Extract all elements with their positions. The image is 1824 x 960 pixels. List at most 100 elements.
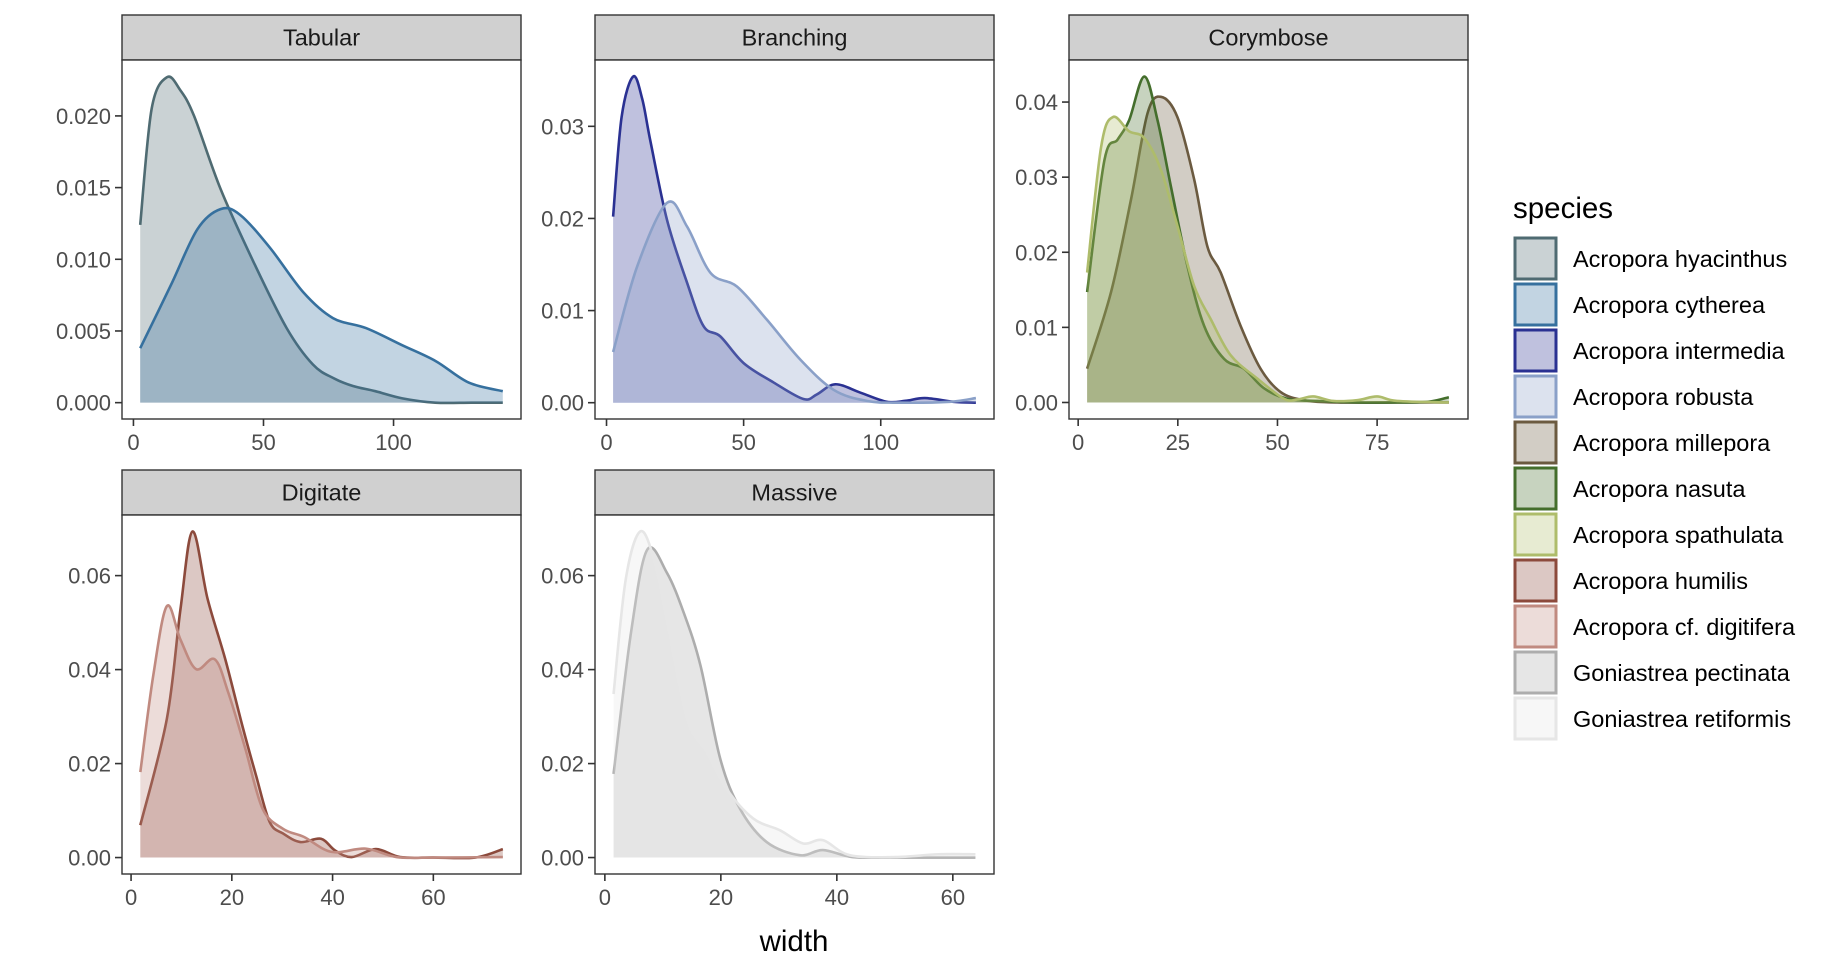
- legend: species Acropora hyacinthus Acropora cyth…: [1513, 192, 1796, 741]
- legend-key-swatch: [1513, 236, 1558, 281]
- density-line-acropora-hyacinthus: [138, 75, 503, 405]
- density-area-goniastrea-retiformis: [613, 531, 976, 858]
- legend-item-acropora-cf-digitifera: Acropora cf. digitifera: [1513, 604, 1796, 649]
- density-line-goniastrea-retiformis: [612, 529, 976, 859]
- y-tick-label-massive: 0.04: [541, 658, 584, 683]
- legend-label: Acropora cytherea: [1573, 292, 1766, 318]
- strip-massive: [594, 469, 995, 516]
- density-area-acropora-humilis: [140, 531, 503, 859]
- density-area-acropora-hyacinthus: [140, 76, 503, 403]
- x-tick-label-branching: 50: [731, 430, 755, 455]
- legend-item-acropora-humilis: Acropora humilis: [1513, 558, 1748, 603]
- density-line-acropora-cf-digitifera: [139, 604, 503, 860]
- density-area-acropora-cytherea: [140, 208, 503, 403]
- x-tick-label-digitate: 40: [320, 885, 344, 910]
- density-area-acropora-nasuta: [1087, 76, 1449, 403]
- y-tick-label-tabular: 0.000: [56, 391, 111, 416]
- panel-border-digitate: [121, 514, 522, 875]
- legend-key-bg: [1513, 696, 1558, 741]
- legend-title: species: [1513, 192, 1613, 225]
- density-line-acropora-spathulata: [1085, 115, 1449, 404]
- x-tick-label-massive: 20: [709, 885, 733, 910]
- y-tick-label-tabular: 0.010: [56, 247, 111, 272]
- y-tick-label-branching: 0.01: [541, 299, 584, 324]
- density-series-massive: [612, 529, 976, 860]
- legend-key-bg: [1513, 328, 1558, 373]
- y-tick-label-digitate: 0.00: [68, 846, 111, 871]
- legend-item-acropora-spathulata: Acropora spathulata: [1513, 512, 1784, 557]
- legend-label: Acropora hyacinthus: [1573, 246, 1787, 272]
- x-tick-label-digitate: 0: [125, 885, 137, 910]
- x-tick-label-massive: 60: [941, 885, 965, 910]
- x-tick-label-corymbose: 50: [1265, 430, 1289, 455]
- panel-border-tabular: [121, 59, 522, 420]
- strip-label-branching: Branching: [742, 25, 848, 51]
- density-line-acropora-robusta: [611, 200, 977, 405]
- legend-item-acropora-robusta: Acropora robusta: [1513, 374, 1754, 419]
- legend-item-acropora-cytherea: Acropora cytherea: [1513, 282, 1766, 327]
- legend-key-swatch: [1513, 512, 1558, 557]
- x-tick-label-corymbose: 75: [1365, 430, 1389, 455]
- legend-key-swatch: [1513, 374, 1558, 419]
- x-tick-label-massive: 40: [825, 885, 849, 910]
- strip-tabular: [121, 14, 522, 61]
- plot-area-branching: [595, 60, 994, 419]
- legend-key-swatch: [1513, 558, 1558, 603]
- legend-key-bg: [1513, 650, 1558, 695]
- y-tick-label-digitate: 0.06: [68, 564, 111, 589]
- legend-label: Goniastrea pectinata: [1573, 660, 1791, 686]
- x-tick-label-corymbose: 0: [1072, 430, 1084, 455]
- legend-item-acropora-hyacinthus: Acropora hyacinthus: [1513, 236, 1787, 281]
- panel-branching: Branching 0.00 0.01 0.02 0.03 0 50 100: [541, 14, 995, 455]
- x-tick-label-tabular: 0: [127, 430, 139, 455]
- panel-border-massive: [594, 514, 995, 875]
- plot-area-tabular: [122, 60, 521, 419]
- density-series-branching: [611, 74, 977, 405]
- density-series-digitate: [139, 530, 504, 860]
- x-axis-title: width: [759, 925, 829, 958]
- x-tick-label-digitate: 20: [220, 885, 244, 910]
- y-tick-label-corymbose: 0.03: [1015, 165, 1058, 190]
- strip-label-massive: Massive: [751, 480, 837, 506]
- density-area-acropora-millepora: [1087, 96, 1449, 403]
- density-series-corymbose: [1085, 75, 1450, 404]
- x-tick-label-tabular: 50: [251, 430, 275, 455]
- panel-border-corymbose: [1068, 59, 1469, 420]
- plot-area-corymbose: [1069, 60, 1468, 419]
- density-area-acropora-robusta: [613, 201, 976, 403]
- density-line-acropora-intermedia: [611, 74, 976, 404]
- legend-key-swatch: [1513, 328, 1558, 373]
- y-tick-label-corymbose: 0.04: [1015, 90, 1058, 115]
- panel-corymbose: Corymbose 0.00 0.01 0.02 0.03 0.04 0 25 50 75: [1015, 14, 1469, 455]
- plot-area-digitate: [122, 515, 521, 874]
- legend-label: Acropora cf. digitifera: [1573, 614, 1796, 640]
- density-area-acropora-cf-digitifera: [140, 605, 503, 858]
- density-area-acropora-intermedia: [613, 76, 976, 403]
- legend-item-goniastrea-retiformis: Goniastrea retiformis: [1513, 696, 1791, 741]
- plot-area-massive: [595, 515, 994, 874]
- legend-key-swatch: [1513, 420, 1558, 465]
- legend-key-bg: [1513, 604, 1558, 649]
- legend-label: Acropora spathulata: [1573, 522, 1784, 548]
- legend-item-acropora-millepora: Acropora millepora: [1513, 420, 1771, 465]
- y-tick-label-corymbose: 0.00: [1015, 390, 1058, 415]
- density-line-goniastrea-pectinata: [612, 546, 976, 860]
- y-tick-label-tabular: 0.005: [56, 319, 111, 344]
- y-tick-label-massive: 0.02: [541, 752, 584, 777]
- density-area-acropora-spathulata: [1087, 116, 1449, 403]
- y-tick-label-branching: 0.03: [541, 114, 584, 139]
- legend-key-swatch: [1513, 282, 1558, 327]
- strip-digitate: [121, 469, 522, 516]
- y-tick-label-tabular: 0.020: [56, 104, 111, 129]
- legend-label: Acropora humilis: [1573, 568, 1748, 594]
- strip-corymbose: [1068, 14, 1469, 61]
- legend-key-swatch: [1513, 650, 1558, 695]
- legend-key-bg: [1513, 420, 1558, 465]
- panel-massive: Massive 0.00 0.02 0.04 0.06 0 20 40 60: [541, 469, 995, 910]
- legend-item-acropora-intermedia: Acropora intermedia: [1513, 328, 1786, 373]
- legend-key-bg: [1513, 236, 1558, 281]
- density-line-acropora-cytherea: [139, 206, 504, 393]
- x-tick-label-digitate: 60: [421, 885, 445, 910]
- legend-key-bg: [1513, 512, 1558, 557]
